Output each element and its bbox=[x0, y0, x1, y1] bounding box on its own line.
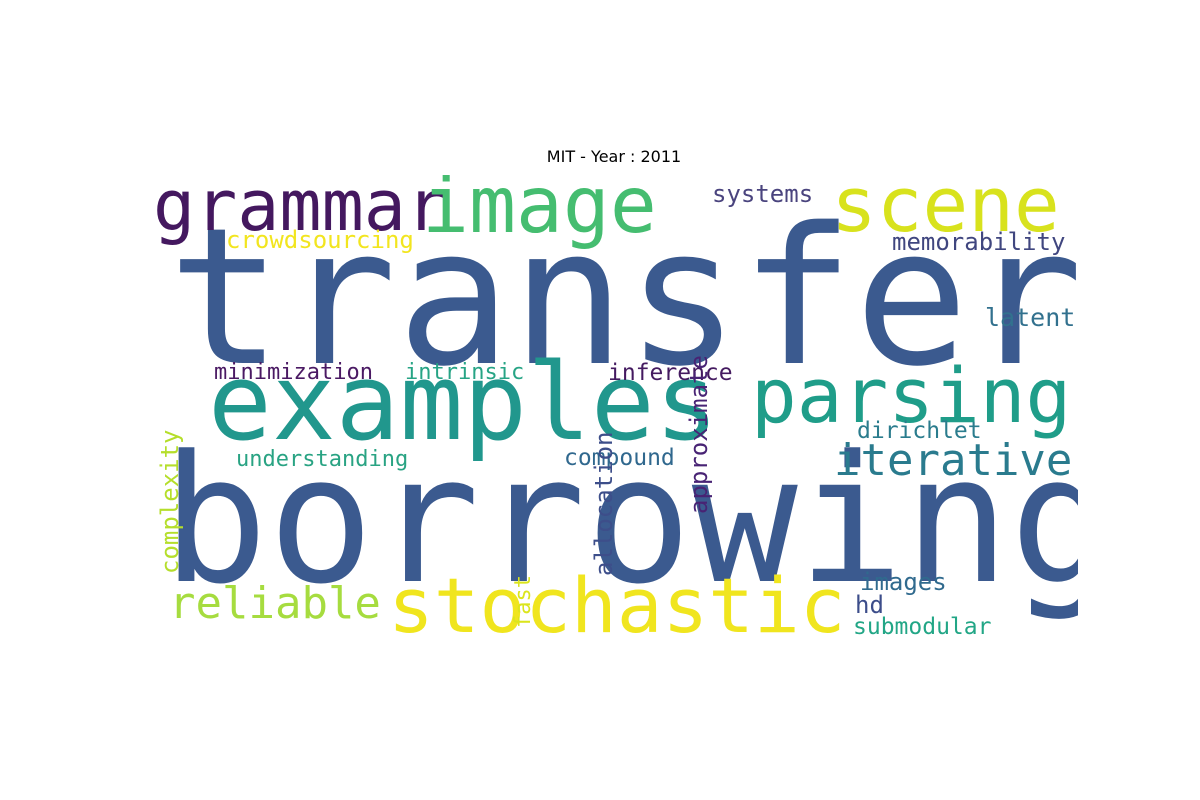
word-image: image bbox=[422, 175, 657, 251]
word-compound: compound bbox=[564, 445, 675, 471]
word-crowdsourcing: crowdsourcing bbox=[226, 226, 414, 254]
word-iterative: iterative bbox=[834, 435, 1073, 486]
word-scene: scene bbox=[831, 175, 1060, 249]
word-intrinsic: intrinsic bbox=[405, 360, 525, 385]
word-submodular: submodular bbox=[853, 614, 992, 639]
word-understanding: understanding bbox=[236, 447, 409, 472]
word-reliable: reliable bbox=[169, 578, 381, 629]
word-complexity: complexity bbox=[156, 429, 184, 575]
word-allocation: allocation bbox=[590, 431, 618, 577]
word-dirichlet: dirichlet bbox=[857, 418, 982, 444]
word-transfer: transfer bbox=[168, 187, 1078, 408]
word-examples: examples bbox=[208, 341, 719, 464]
word-parsing: parsing bbox=[751, 351, 1072, 440]
word-approximate: approximate bbox=[685, 355, 713, 514]
word-grammar: grammar bbox=[153, 175, 449, 247]
word-images: images bbox=[860, 568, 947, 596]
word-inference: inference bbox=[608, 360, 733, 386]
word-memorability: memorability bbox=[892, 228, 1066, 256]
word-latent: latent bbox=[985, 303, 1076, 332]
word-cloud: transfer borrowing examples grammar imag… bbox=[150, 175, 1078, 639]
word-systems: systems bbox=[712, 180, 814, 208]
chart-title: MIT - Year : 2011 bbox=[546, 147, 682, 166]
word-fast: fast bbox=[511, 575, 536, 628]
word-borrowing: borrowing bbox=[162, 418, 1078, 623]
word-minimization: minimization bbox=[214, 360, 373, 385]
word-hd: hd bbox=[855, 591, 884, 619]
word-stochastic: stochastic bbox=[388, 561, 846, 640]
